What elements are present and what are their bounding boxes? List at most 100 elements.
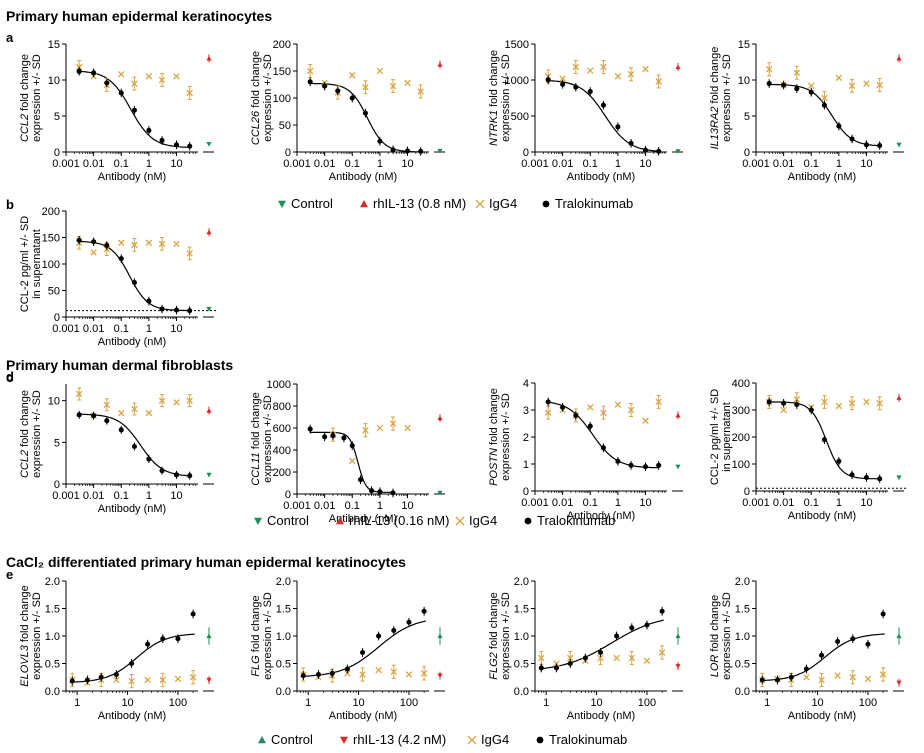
tralokinumab-point <box>173 307 180 313</box>
x-tick-label: 10 <box>170 490 182 502</box>
tralokinumab-point <box>808 89 814 95</box>
tralokinumab-point <box>560 81 566 87</box>
y-tick-label: 100 <box>42 259 60 271</box>
tralokinumab-point <box>766 399 772 405</box>
x-tick-label: 0.001 <box>283 500 311 512</box>
tralokinumab-point <box>587 88 593 95</box>
tralokinumab-point <box>545 399 551 405</box>
x-tick-label: 100 <box>859 697 877 709</box>
igg4-point <box>404 424 411 432</box>
gene-name: CCL11 <box>250 452 262 485</box>
igg4-point <box>780 406 787 414</box>
section-title-e: CaCl₂ differentiated primary human epide… <box>6 554 406 570</box>
igg4-point <box>376 424 384 432</box>
tralokinumab-point <box>369 488 375 494</box>
tralokinumab-point <box>615 124 621 130</box>
igg4-point <box>113 676 120 684</box>
igg4-point <box>362 426 369 434</box>
igg4-point <box>389 82 397 90</box>
tralokinumab-point <box>836 123 842 129</box>
tralokinumab-point <box>91 413 97 419</box>
legend-marker <box>542 200 550 208</box>
igg4-point <box>145 409 153 417</box>
gene-name: LOR <box>709 655 721 678</box>
x-tick-label: 0.1 <box>345 158 360 170</box>
igg4-point <box>879 671 887 678</box>
x-axis-label: Antibody (nM) <box>98 710 166 722</box>
igg4-point <box>158 240 166 248</box>
x-tick-label: 10 <box>860 497 872 509</box>
panel-letter: c <box>6 370 13 385</box>
y-tick-label: 400 <box>273 445 291 457</box>
x-tick-label: 1 <box>377 158 383 170</box>
tralokinumab-point <box>91 70 97 76</box>
igg4-point <box>821 94 828 102</box>
igg4-point <box>863 80 870 87</box>
tralokinumab-point <box>329 670 335 676</box>
legend-label: Tralokinumab <box>555 196 633 211</box>
igg4-point <box>834 672 841 679</box>
legend-0: Control rhIL-13 (0.8 nM) IgG4 Tralokinumab <box>278 196 633 211</box>
y-tick-label: 0.5 <box>45 659 60 671</box>
tralokinumab-point <box>131 443 137 450</box>
x-tick-label: 0.1 <box>114 490 129 502</box>
igg4-point <box>186 89 193 97</box>
x-tick-label: 0.01 <box>83 490 104 502</box>
y-tick-label: 0.0 <box>276 686 291 698</box>
igg4-point <box>117 409 125 417</box>
y-tick-label: 5 <box>54 111 60 123</box>
tralokinumab-point <box>615 458 621 464</box>
legend-label: Tralokinumab <box>549 732 627 747</box>
y-axis-label: CCL2 fold change <box>19 54 31 142</box>
igg4-point <box>173 399 180 406</box>
tralokinumab-point <box>159 306 165 312</box>
y-label-rest: CCL-2 pg/ml +/- SD <box>709 389 721 485</box>
legend-marker <box>254 517 262 525</box>
x-tick-label: 100 <box>400 697 418 709</box>
igg4-point <box>174 675 182 683</box>
fit-curve <box>79 413 190 477</box>
panel-letter: e <box>6 567 13 582</box>
rhil13-point <box>896 55 902 61</box>
igg4-point <box>306 67 314 75</box>
fit-curve <box>760 633 885 682</box>
rhil13-point <box>896 395 902 400</box>
rhil13-point <box>206 229 212 235</box>
tralokinumab-point <box>131 107 137 113</box>
tralokinumab-point <box>69 678 75 684</box>
gene-name: FLG <box>250 655 262 677</box>
x-axis-label: Antibody (nM) <box>788 710 856 722</box>
tralokinumab-point <box>173 472 180 478</box>
control-point <box>675 149 681 154</box>
y-tick-label: 0 <box>285 147 291 159</box>
y-tick-label: 5 <box>54 437 60 449</box>
rhil13-point <box>437 415 443 421</box>
legend-label: rhIL-13 (0.8 nM) <box>373 196 466 211</box>
tralokinumab-point <box>145 641 151 647</box>
x-tick-label: 1 <box>543 697 549 709</box>
x-tick-label: 0.001 <box>52 158 80 170</box>
x-tick-label: 0.1 <box>583 158 598 170</box>
igg4-point <box>359 671 366 678</box>
igg4-point <box>348 72 356 79</box>
igg4-point <box>404 79 411 87</box>
y-tick-label: 300 <box>732 405 750 417</box>
y-tick-label: 200 <box>42 206 60 218</box>
igg4-point <box>75 63 83 71</box>
y-axis-label: CCL-2 pg/ml +/- SD <box>19 216 31 312</box>
tralokinumab-point <box>863 142 870 148</box>
tralokinumab-point <box>377 489 383 495</box>
igg4-point <box>375 666 382 674</box>
igg4-point <box>103 401 111 409</box>
tralokinumab-point <box>794 86 800 92</box>
y-tick-label: 200 <box>273 467 291 479</box>
y-axis-label: CCL26 fold change <box>250 51 262 145</box>
control-point <box>206 472 212 478</box>
tralokinumab-point <box>821 437 827 443</box>
legend-label: Control <box>291 196 333 211</box>
igg4-point <box>362 83 369 91</box>
y-tick-label: 1.5 <box>276 604 291 616</box>
x-tick-label: 0.001 <box>52 323 80 335</box>
